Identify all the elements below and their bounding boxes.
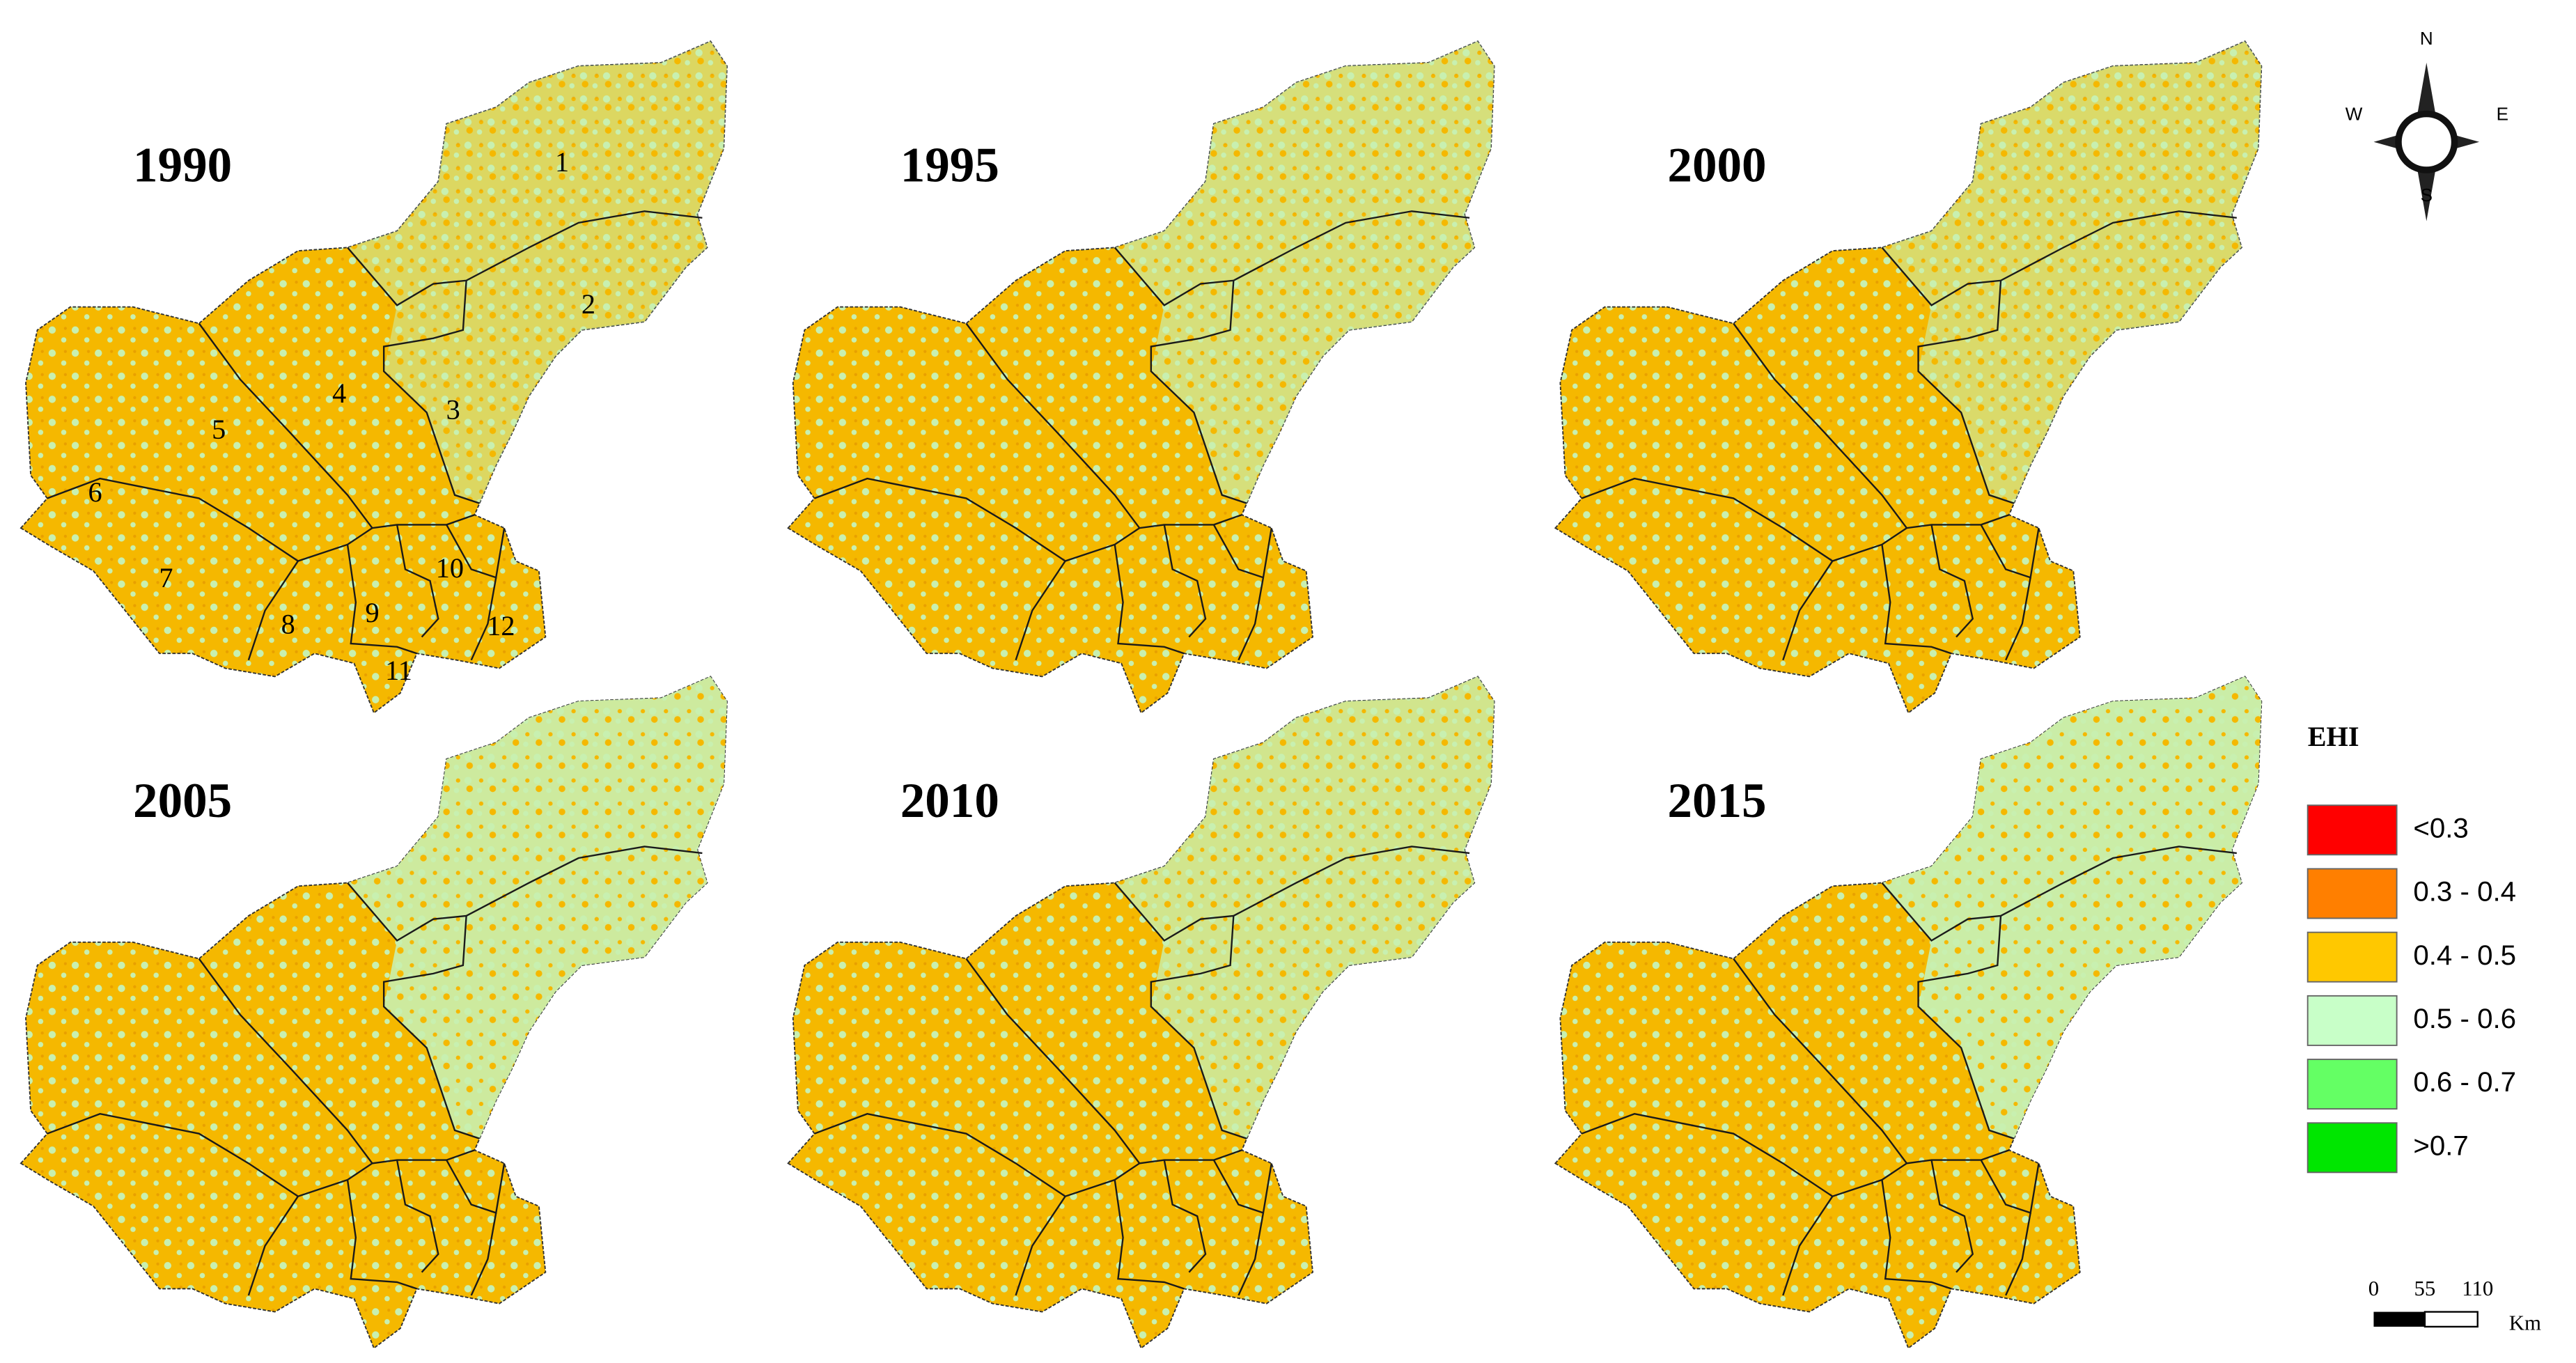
region-label: 9	[365, 597, 379, 628]
panel-year: 1995	[900, 139, 999, 193]
region-label: 11	[385, 655, 412, 686]
compass: N S W E	[2345, 28, 2508, 221]
legend-label: 0.6 - 0.7	[2413, 1066, 2516, 1098]
legend-swatch	[2306, 995, 2398, 1046]
legend-label: 0.3 - 0.4	[2413, 876, 2516, 908]
scale-bar: 0 55 110 Km	[2368, 1277, 2541, 1335]
compass-south: S	[2421, 185, 2433, 205]
legend-label: 0.5 - 0.6	[2413, 1003, 2516, 1034]
legend-label: >0.7	[2413, 1130, 2469, 1161]
legend-swatch	[2306, 931, 2398, 983]
region-label: 3	[446, 394, 460, 426]
region-label: 12	[487, 610, 515, 641]
legend-swatch	[2306, 1059, 2398, 1110]
region-label: 5	[212, 414, 226, 445]
legend-swatch	[2306, 1122, 2398, 1174]
legend-swatch	[2306, 804, 2398, 856]
region-label: 10	[436, 552, 464, 584]
map-panel: 1995	[787, 40, 1495, 714]
map-panel: 2010	[787, 676, 1495, 1349]
map-panel: 2015	[1554, 676, 2263, 1349]
panel-year: 2010	[900, 774, 999, 828]
panel-year: 2000	[1667, 139, 1766, 193]
legend-label: <0.3	[2413, 812, 2469, 843]
compass-east: E	[2497, 104, 2508, 125]
region-label: 4	[332, 377, 346, 409]
legend-swatch	[2306, 868, 2398, 919]
compass-north: N	[2420, 28, 2433, 49]
compass-west: W	[2345, 104, 2363, 125]
region-label: 7	[159, 562, 173, 593]
scale-label: 55	[2414, 1277, 2436, 1300]
panel-year: 2005	[133, 774, 232, 828]
region-label: 1	[555, 146, 569, 178]
map-panel: 2005	[19, 676, 728, 1349]
legend-title: EHI	[2308, 721, 2359, 752]
scale-label: 0	[2368, 1277, 2379, 1300]
region-label: 8	[281, 609, 295, 640]
panel-year: 1990	[133, 139, 232, 193]
panel-year: 2015	[1667, 774, 1766, 828]
region-label: 2	[581, 288, 595, 320]
scale-unit: Km	[2509, 1311, 2541, 1335]
legend-label: 0.4 - 0.5	[2413, 940, 2516, 971]
region-label: 6	[88, 476, 102, 508]
scale-label: 110	[2462, 1277, 2493, 1300]
legend: <0.3 0.3 - 0.4 0.4 - 0.5 0.5 - 0.6 0.6 - 0.7…	[2306, 804, 2516, 1174]
map-panel: 2000	[1554, 40, 2263, 714]
